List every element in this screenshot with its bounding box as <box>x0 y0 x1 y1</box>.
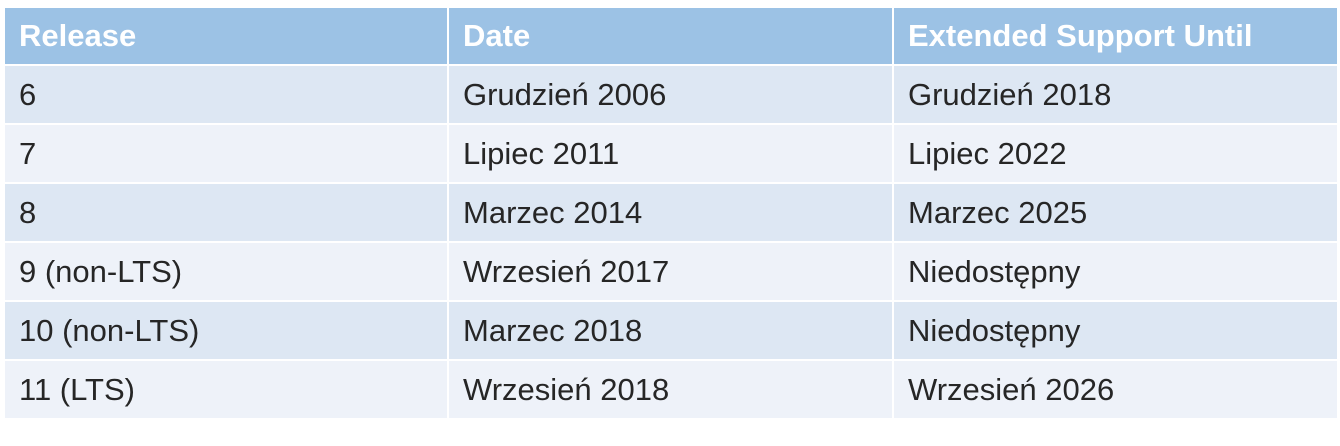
table-row: 7 Lipiec 2011 Lipiec 2022 <box>3 123 1339 184</box>
table-row: 9 (non-LTS) Wrzesień 2017 Niedostępny <box>3 241 1339 302</box>
date-cell: Marzec 2018 <box>447 300 894 361</box>
table-header-row: Release Date Extended Support Until <box>3 6 1339 66</box>
release-table: Release Date Extended Support Until 6 Gr… <box>3 6 1339 420</box>
support-until-cell: Niedostępny <box>892 241 1339 302</box>
column-header-date: Date <box>447 6 894 66</box>
release-cell: 6 <box>3 64 449 125</box>
release-cell: 11 (LTS) <box>3 359 449 420</box>
support-until-cell: Marzec 2025 <box>892 182 1339 243</box>
date-cell: Lipiec 2011 <box>447 123 894 184</box>
table-row: 11 (LTS) Wrzesień 2018 Wrzesień 2026 <box>3 359 1339 420</box>
release-cell: 7 <box>3 123 449 184</box>
date-cell: Wrzesień 2017 <box>447 241 894 302</box>
support-until-cell: Wrzesień 2026 <box>892 359 1339 420</box>
column-header-extended-support: Extended Support Until <box>892 6 1339 66</box>
date-cell: Marzec 2014 <box>447 182 894 243</box>
table-row: 8 Marzec 2014 Marzec 2025 <box>3 182 1339 243</box>
support-until-cell: Grudzień 2018 <box>892 64 1339 125</box>
date-cell: Grudzień 2006 <box>447 64 894 125</box>
table-row: 10 (non-LTS) Marzec 2018 Niedostępny <box>3 300 1339 361</box>
release-cell: 9 (non-LTS) <box>3 241 449 302</box>
table-row: 6 Grudzień 2006 Grudzień 2018 <box>3 64 1339 125</box>
column-header-release: Release <box>3 6 449 66</box>
release-table-container: Release Date Extended Support Until 6 Gr… <box>3 6 1339 420</box>
release-cell: 10 (non-LTS) <box>3 300 449 361</box>
support-until-cell: Lipiec 2022 <box>892 123 1339 184</box>
support-until-cell: Niedostępny <box>892 300 1339 361</box>
date-cell: Wrzesień 2018 <box>447 359 894 420</box>
release-cell: 8 <box>3 182 449 243</box>
